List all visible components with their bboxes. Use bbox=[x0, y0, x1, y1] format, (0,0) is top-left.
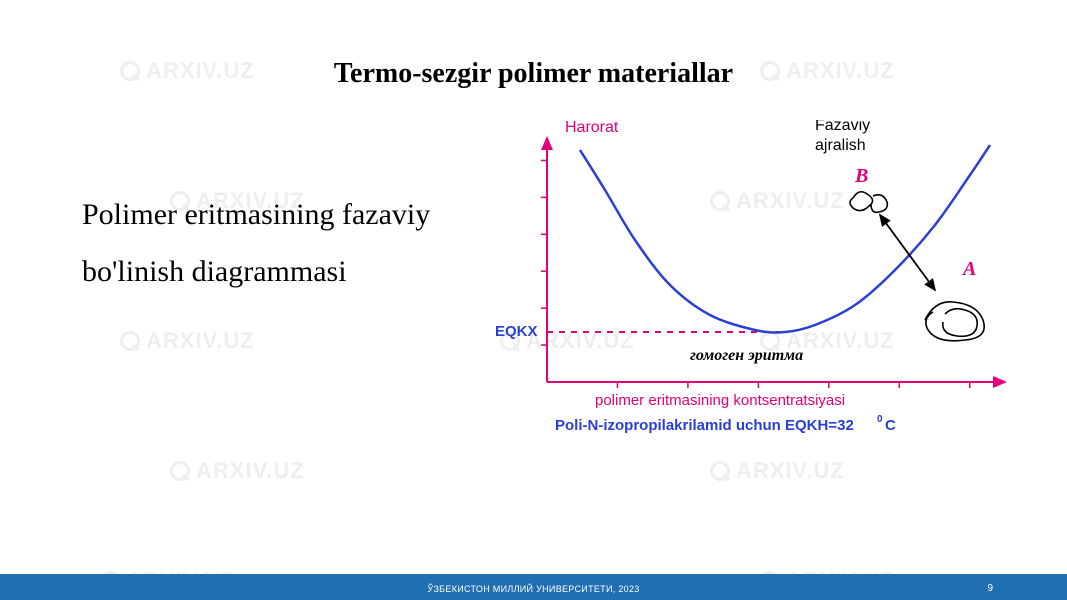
phase-diagram-svg: Harorat polimer eritmasining kontsentrats… bbox=[485, 120, 1025, 440]
slide-title: Termo-sezgir polimer materiallar bbox=[0, 58, 1067, 90]
svg-text:A: A bbox=[961, 258, 976, 280]
svg-text:ajralish: ajralish bbox=[815, 137, 866, 154]
watermark: ARXIV.UZ bbox=[710, 458, 845, 484]
svg-text:Harorat: Harorat bbox=[565, 120, 619, 136]
body-line-1: Polimer eritmasining fazaviy bbox=[82, 186, 430, 243]
footer-text: ЎЗБЕКИСТОН МИЛЛИЙ УНИВЕРСИТЕТИ, 2023 bbox=[427, 584, 639, 594]
watermark: ARXIV.UZ bbox=[170, 458, 305, 484]
svg-text:polimer eritmasining kontsentr: polimer eritmasining kontsentratsiyasi bbox=[595, 392, 845, 409]
svg-text:C: C bbox=[885, 417, 896, 434]
body-line-2: bo'linish diagrammasi bbox=[82, 243, 430, 300]
svg-text:B: B bbox=[854, 165, 868, 187]
phase-diagram: Harorat polimer eritmasining kontsentrats… bbox=[485, 120, 1025, 440]
svg-text:Fazaviy: Fazaviy bbox=[815, 120, 870, 134]
body-text: Polimer eritmasining fazaviy bo'linish d… bbox=[82, 186, 430, 300]
watermark: ARXIV.UZ bbox=[120, 328, 255, 354]
svg-text:0: 0 bbox=[877, 414, 883, 425]
footer-page-number: 9 bbox=[987, 583, 993, 594]
svg-text:EQKX: EQKX bbox=[495, 323, 538, 340]
svg-text:гомоген эритма: гомоген эритма bbox=[690, 347, 803, 364]
svg-text:Poli-N-izopropilakrilamid uchu: Poli-N-izopropilakrilamid uchun EQKH=32 bbox=[555, 417, 854, 434]
